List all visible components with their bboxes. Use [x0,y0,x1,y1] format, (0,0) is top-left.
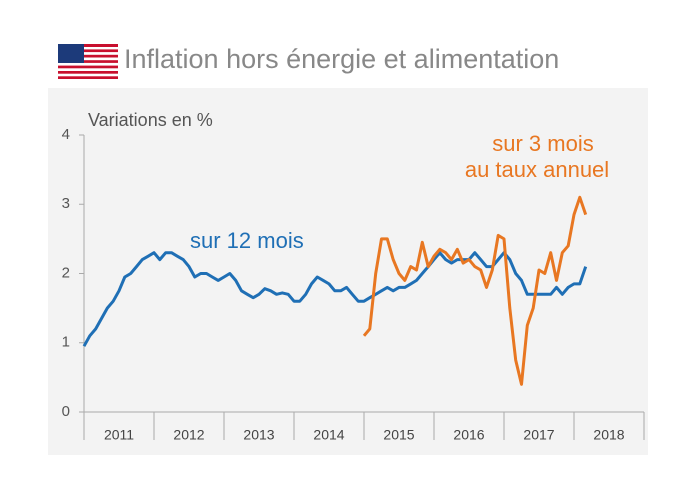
y-axis-label: Variations en % [88,110,213,130]
series-line [362,195,588,386]
x-tick-label: 2016 [453,427,484,443]
x-tick-label: 2017 [523,427,554,443]
x-tick-label: 2011 [104,427,134,443]
x-tick-label: 2015 [383,427,414,443]
annotation: sur 3 mois [492,131,593,156]
x-tick-label: 2013 [243,427,274,443]
x-tick-label: 2014 [313,427,344,443]
plot-background [48,88,648,455]
y-tick-label: 3 [62,195,70,212]
annotation: sur 12 mois [190,228,304,253]
x-tick-label: 2018 [593,427,624,443]
chart-title: Inflation hors énergie et alimentation [124,44,559,74]
annotation: au taux annuel [465,157,609,182]
y-tick-label: 2 [62,264,70,281]
y-tick-label: 0 [62,403,70,420]
us-flag [58,44,118,79]
y-tick-label: 1 [62,334,70,351]
series-line [82,251,588,347]
y-tick-label: 4 [62,126,70,143]
x-tick-label: 2012 [173,427,204,443]
